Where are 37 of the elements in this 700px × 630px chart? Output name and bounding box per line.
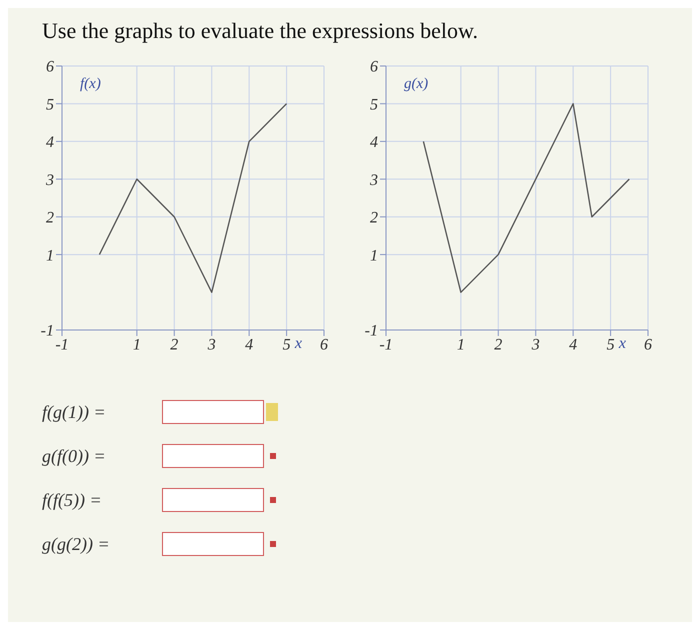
text: g(g(2)) = [42, 534, 111, 554]
x-tick-label: 6 [644, 336, 652, 354]
text: f(x) [80, 76, 101, 93]
y-tick-label: 3 [45, 172, 54, 189]
text: g(x) [404, 76, 428, 93]
x-tick-label: 5 [282, 336, 291, 354]
x-axis-title: x [618, 335, 626, 352]
text: g(f(0)) = [42, 446, 107, 466]
y-tick-label: 6 [46, 58, 54, 76]
y-tick-label: 2 [370, 210, 378, 227]
y-tick-label: 1 [46, 247, 54, 264]
x-tick-label: 2 [170, 336, 178, 354]
line-series [422, 103, 630, 293]
y-tick-label: 2 [46, 210, 54, 227]
y-tick-label: 1 [370, 247, 378, 264]
line-series [98, 103, 288, 293]
text: f(g(1)) = [42, 402, 107, 422]
x-tick-label: 1 [456, 336, 465, 354]
x-tick-label: 3 [206, 336, 216, 354]
x-tick-label: 2 [494, 336, 502, 354]
y-tick-label: -1 [364, 322, 378, 340]
x-tick-label: 4 [245, 336, 254, 354]
x-tick-label: 6 [320, 336, 328, 354]
y-tick-label: -1 [40, 322, 54, 340]
y-tick-label: 5 [46, 96, 54, 114]
x-tick-label: 5 [606, 336, 615, 354]
x-tick-label: 4 [569, 336, 578, 354]
y-tick-label: 6 [370, 58, 378, 76]
x-tick-label: 3 [530, 336, 540, 354]
chart-title: Use the graphs to evaluate the expressions below. [42, 18, 480, 44]
y-tick-label: 5 [370, 96, 378, 114]
y-tick-label: 3 [369, 172, 378, 189]
y-tick-label: 4 [370, 134, 378, 152]
x-axis-title: x [294, 335, 302, 352]
text: f(f(5)) = [42, 490, 103, 510]
x-tick-label: 1 [132, 336, 141, 354]
y-tick-label: 4 [46, 134, 54, 152]
